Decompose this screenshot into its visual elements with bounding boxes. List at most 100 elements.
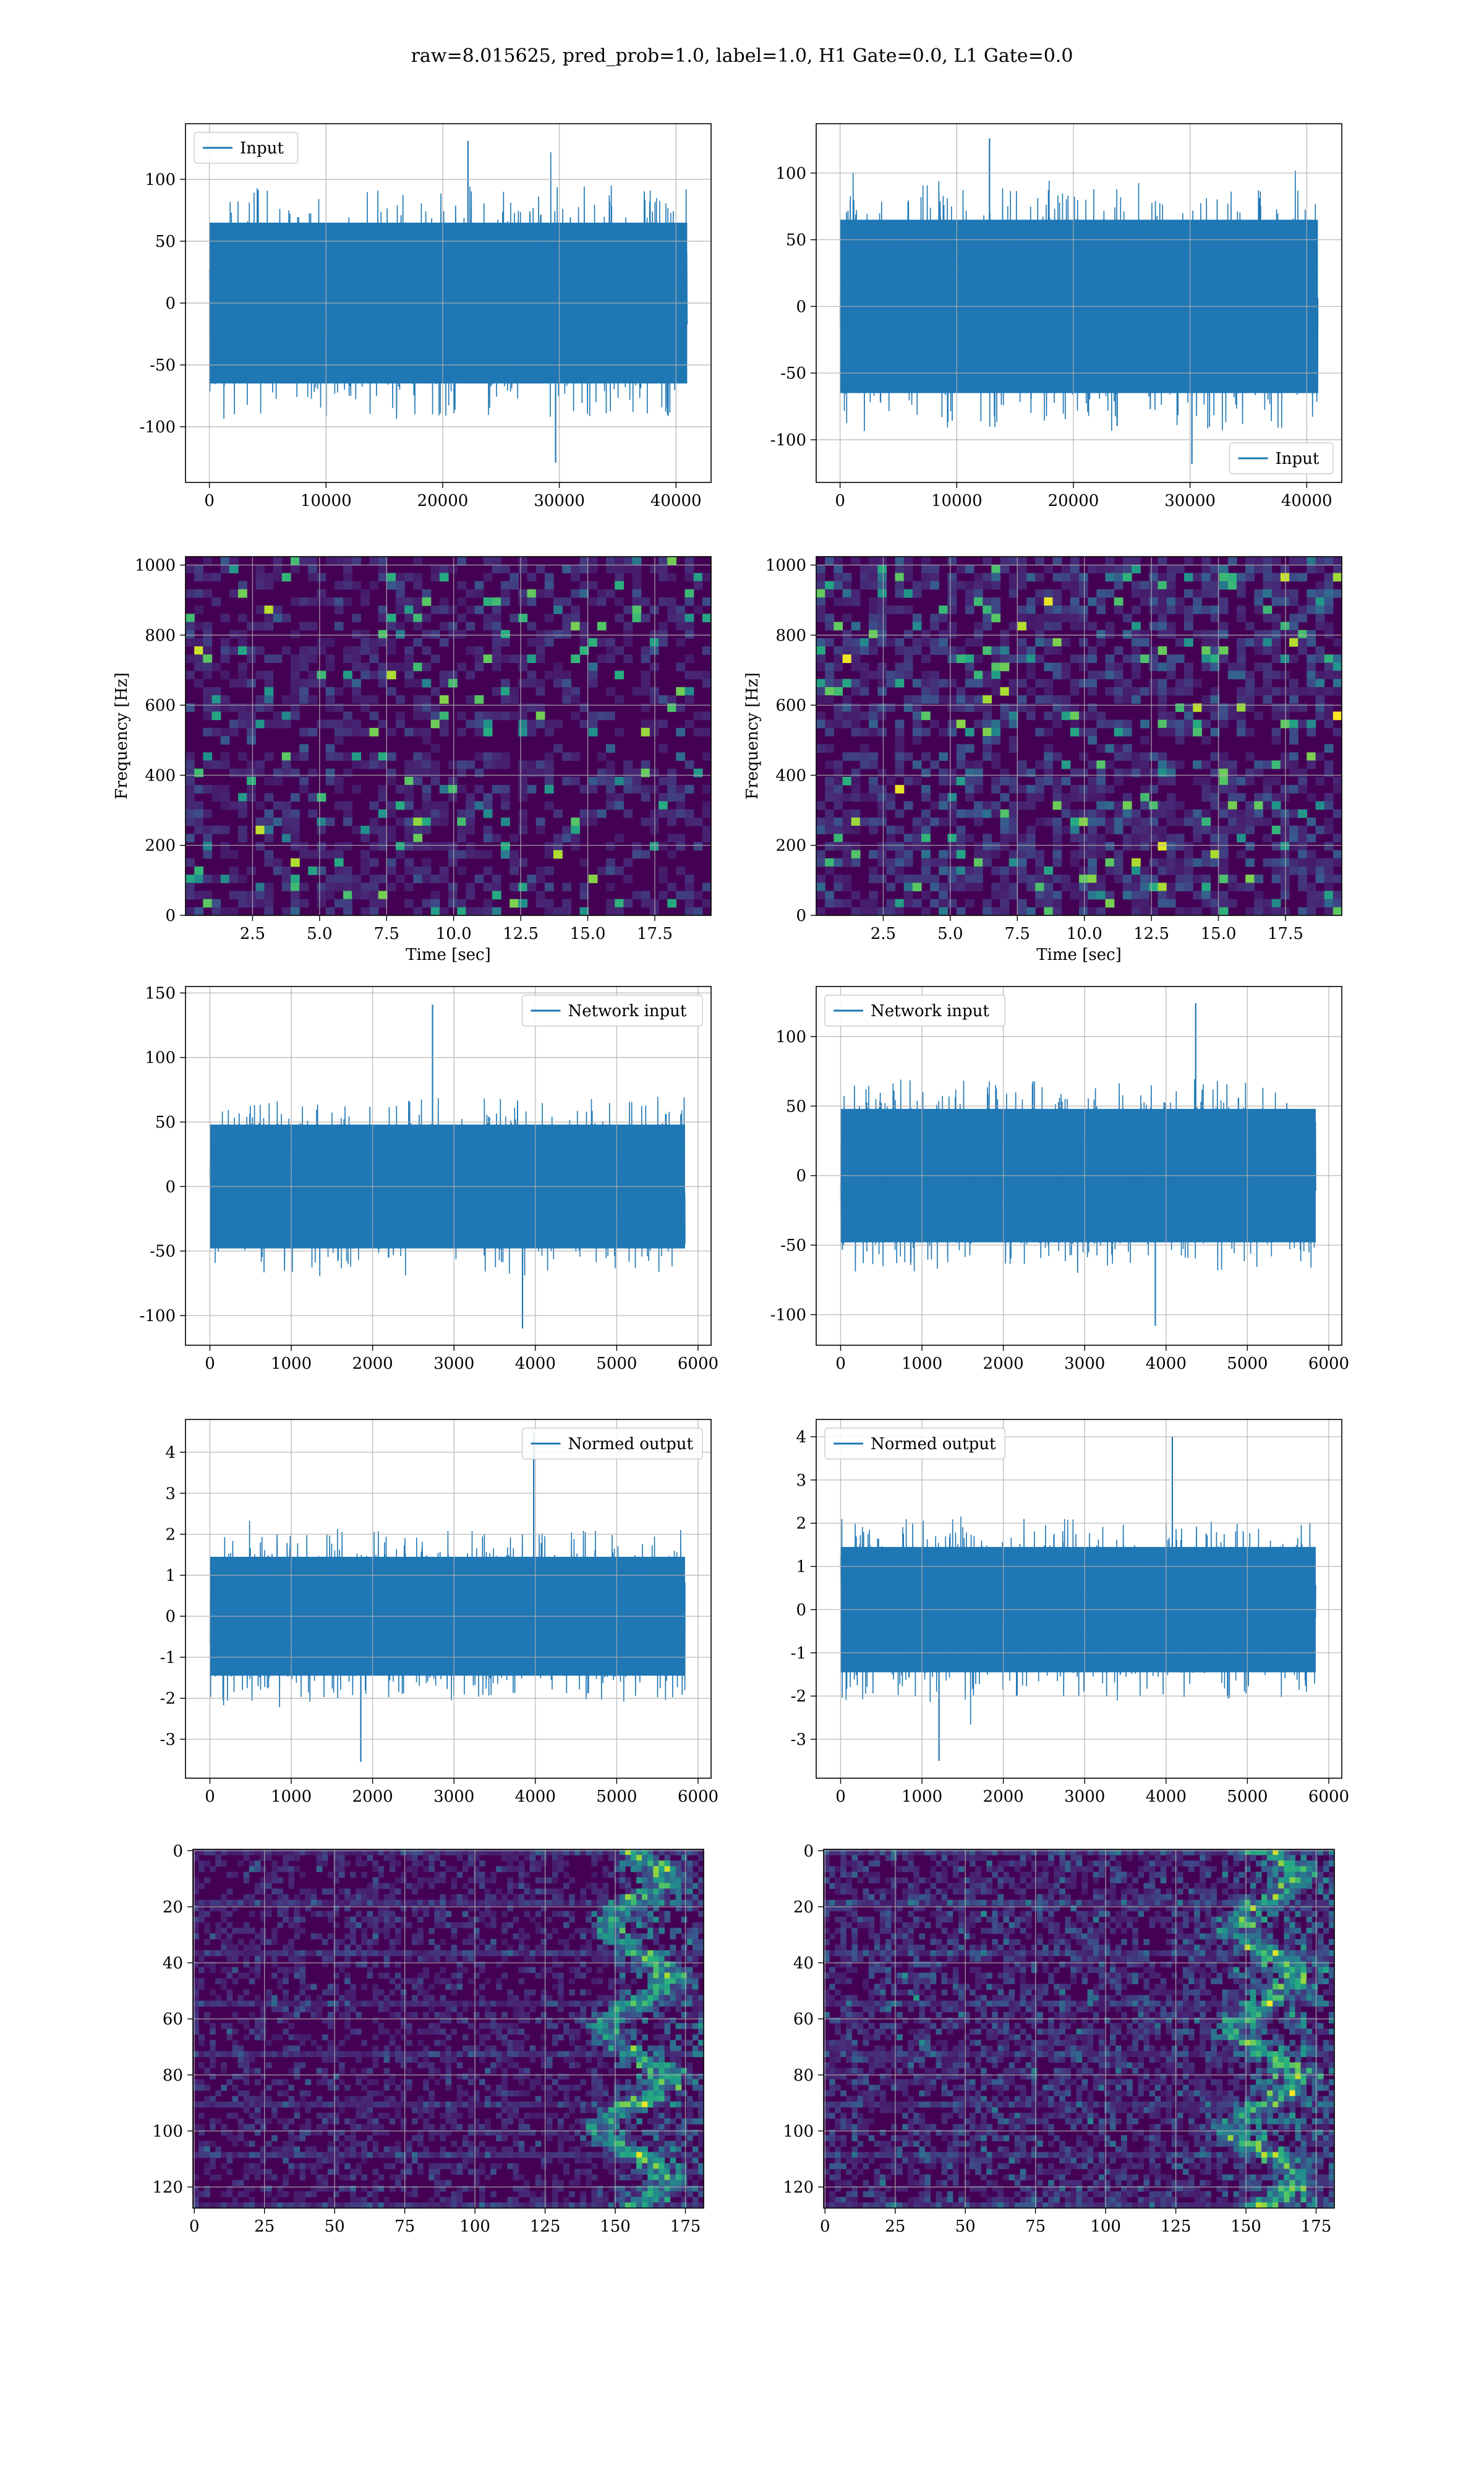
l1-spectrogram-heatmap-cell [1237, 850, 1246, 859]
h1-spectrogram-heatmap-cell [466, 760, 475, 769]
h1-spectrogram-heatmap-cell [378, 899, 388, 908]
l1-spectrogram-heatmap-cell [869, 711, 878, 721]
l1-spectrogram-heatmap-cell [1210, 793, 1220, 802]
l1-spectrogram-heatmap-cell [1070, 817, 1080, 826]
l1-spectrogram-heatmap-cell [842, 638, 852, 647]
l1-spectrogram-heatmap-cell [1009, 866, 1018, 875]
l1-spectrogram-heatmap-cell [1280, 670, 1290, 680]
h1-qtransform-heatmap-cell [496, 1899, 502, 1906]
l1-spectrogram-heatmap-cell [1271, 842, 1281, 851]
l1-spectrogram-heatmap-cell [1280, 875, 1290, 883]
l1-spectrogram-heatmap-cell [1227, 573, 1237, 582]
h1-qtransform-heatmap-cell [631, 1888, 637, 1895]
h1-normed-output-xtick-label: 4000 [515, 1787, 556, 1806]
h1-spectrogram-heatmap-cell [422, 801, 432, 810]
h1-spectrogram-heatmap-cell [448, 630, 458, 639]
l1-spectrogram-heatmap-cell [1096, 842, 1106, 851]
h1-qtransform-heatmap-cell [659, 2000, 665, 2007]
l1-spectrogram-heatmap-cell [947, 727, 957, 737]
h1-qtransform-heatmap-cell [316, 2068, 323, 2074]
h1-qtransform-heatmap-cell [451, 2000, 458, 2007]
h1-qtransform-heatmap-cell [569, 1877, 575, 1883]
h1-spectrogram-heatmap-cell [684, 589, 694, 598]
h1-qtransform-heatmap-cell [524, 2068, 531, 2074]
h1-spectrogram-heatmap-cell [273, 866, 283, 875]
h1-spectrogram-heatmap-cell [404, 785, 414, 794]
h1-qtransform-heatmap-cell [613, 2034, 620, 2040]
l1-spectrogram-heatmap-cell [1227, 703, 1237, 713]
h1-qtransform-heatmap-cell [518, 2068, 525, 2074]
l1-spectrogram-heatmap-cell [1227, 776, 1237, 785]
h1-qtransform-heatmap-cell [356, 1849, 362, 1856]
l1-spectrogram-heatmap-cell [939, 768, 949, 777]
l1-spectrogram-heatmap-cell [1219, 891, 1229, 900]
l1-spectrogram-heatmap-cell [1315, 891, 1325, 900]
h1-qtransform-heatmap-cell [226, 1939, 233, 1945]
l1-spectrogram-heatmap-cell [1210, 565, 1220, 573]
h1-qtransform-heatmap-cell [383, 1927, 390, 1934]
l1-spectrogram-heatmap-cell [1035, 883, 1044, 892]
h1-spectrogram-heatmap-cell [211, 826, 221, 834]
l1-spectrogram-heatmap-cell [877, 589, 887, 598]
h1-spectrogram-heatmap-cell [369, 557, 379, 565]
h1-spectrogram-heatmap-cell [641, 850, 650, 859]
h1-qtransform-heatmap-cell [400, 2006, 407, 2013]
h1-spectrogram-heatmap-cell [247, 760, 256, 769]
h1-qtransform-heatmap-cell [619, 1961, 626, 1967]
l1-spectrogram-heatmap-cell [1149, 801, 1159, 810]
h1-qtransform-heatmap-cell [305, 1950, 312, 1956]
h1-qtransform-heatmap-cell [417, 1905, 424, 1912]
h1-spectrogram-heatmap-cell [386, 883, 396, 892]
l1-spectrogram-heatmap-cell [869, 597, 878, 606]
h1-qtransform-heatmap-cell [518, 1883, 525, 1890]
h1-spectrogram-heatmap-cell [448, 776, 458, 785]
l1-spectrogram-heatmap-cell [903, 842, 913, 851]
h1-spectrogram-heatmap-cell [281, 907, 291, 915]
l1-spectrogram-heatmap-cell [1333, 899, 1342, 908]
h1-spectrogram-heatmap-cell [571, 752, 581, 761]
h1-qtransform-heatmap-cell [333, 2057, 339, 2063]
l1-spectrogram-heatmap-cell [1140, 589, 1149, 598]
l1-spectrogram-heatmap-cell [1307, 719, 1316, 729]
l1-spectrogram-heatmap-cell [851, 687, 861, 696]
l1-spectrogram-heatmap-cell [1000, 793, 1010, 802]
h1-qtransform-heatmap-cell [602, 1872, 609, 1878]
h1-qtransform-heatmap-cell [586, 2029, 592, 2035]
l1-spectrogram-heatmap-cell [947, 581, 957, 590]
h1-qtransform-heatmap-cell [479, 2040, 485, 2046]
h1-spectrogram-heatmap-cell [264, 654, 274, 663]
l1-spectrogram-heatmap-cell [1158, 719, 1167, 729]
l1-spectrogram-heatmap-cell [965, 866, 974, 875]
l1-spectrogram-heatmap-cell [921, 842, 931, 851]
h1-qtransform-heatmap-cell [670, 1849, 676, 1856]
h1-qtransform-heatmap-cell [333, 1894, 339, 1901]
h1-spectrogram-heatmap-cell [632, 842, 642, 851]
h1-qtransform-heatmap-cell [642, 2006, 648, 2013]
h1-qtransform-heatmap-cell [356, 2011, 362, 2018]
h1-spectrogram-heatmap-cell [334, 858, 344, 867]
l1-spectrogram-heatmap-cell [825, 809, 834, 818]
h1-spectrogram-heatmap-cell [448, 785, 458, 794]
l1-spectrogram-heatmap-cell [877, 597, 887, 606]
h1-qtransform-heatmap-cell [372, 1883, 379, 1890]
h1-qtransform-heatmap-cell [462, 2017, 469, 2024]
l1-spectrogram-heatmap-cell [895, 589, 905, 598]
h1-spectrogram-heatmap-cell [510, 899, 519, 908]
h1-qtransform-heatmap-cell [372, 1939, 379, 1945]
h1-network-input-ytick-label: 0 [165, 1178, 176, 1196]
h1-qtransform-heatmap-cell [417, 1989, 424, 1996]
l1-spectrogram-heatmap-cell [1175, 703, 1185, 713]
h1-qtransform-heatmap-cell [372, 1933, 379, 1940]
l1-spectrogram-heatmap-cell [1289, 752, 1298, 761]
h1-qtransform-heatmap-cell [367, 1911, 373, 1917]
h1-input-xtick-label: 30000 [534, 492, 585, 510]
h1-qtransform-heatmap-cell [518, 1927, 525, 1934]
l1-spectrogram-heatmap-cell [1052, 622, 1062, 631]
l1-spectrogram-heatmap-cell [1088, 785, 1097, 794]
l1-spectrogram-heatmap-cell [1271, 736, 1281, 745]
h1-qtransform-heatmap-cell [485, 2068, 491, 2074]
l1-spectrogram-heatmap-cell [877, 809, 887, 818]
h1-spectrogram-heatmap-cell [281, 711, 291, 721]
h1-spectrogram-heatmap-cell [553, 662, 563, 672]
h1-qtransform-heatmap-cell [692, 1922, 699, 1928]
